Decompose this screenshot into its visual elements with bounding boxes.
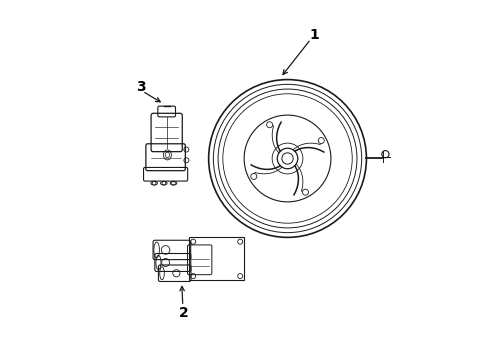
Text: 2: 2 [178,306,188,320]
Text: 1: 1 [309,28,319,42]
Text: 3: 3 [135,80,145,94]
Bar [188,237,244,280]
